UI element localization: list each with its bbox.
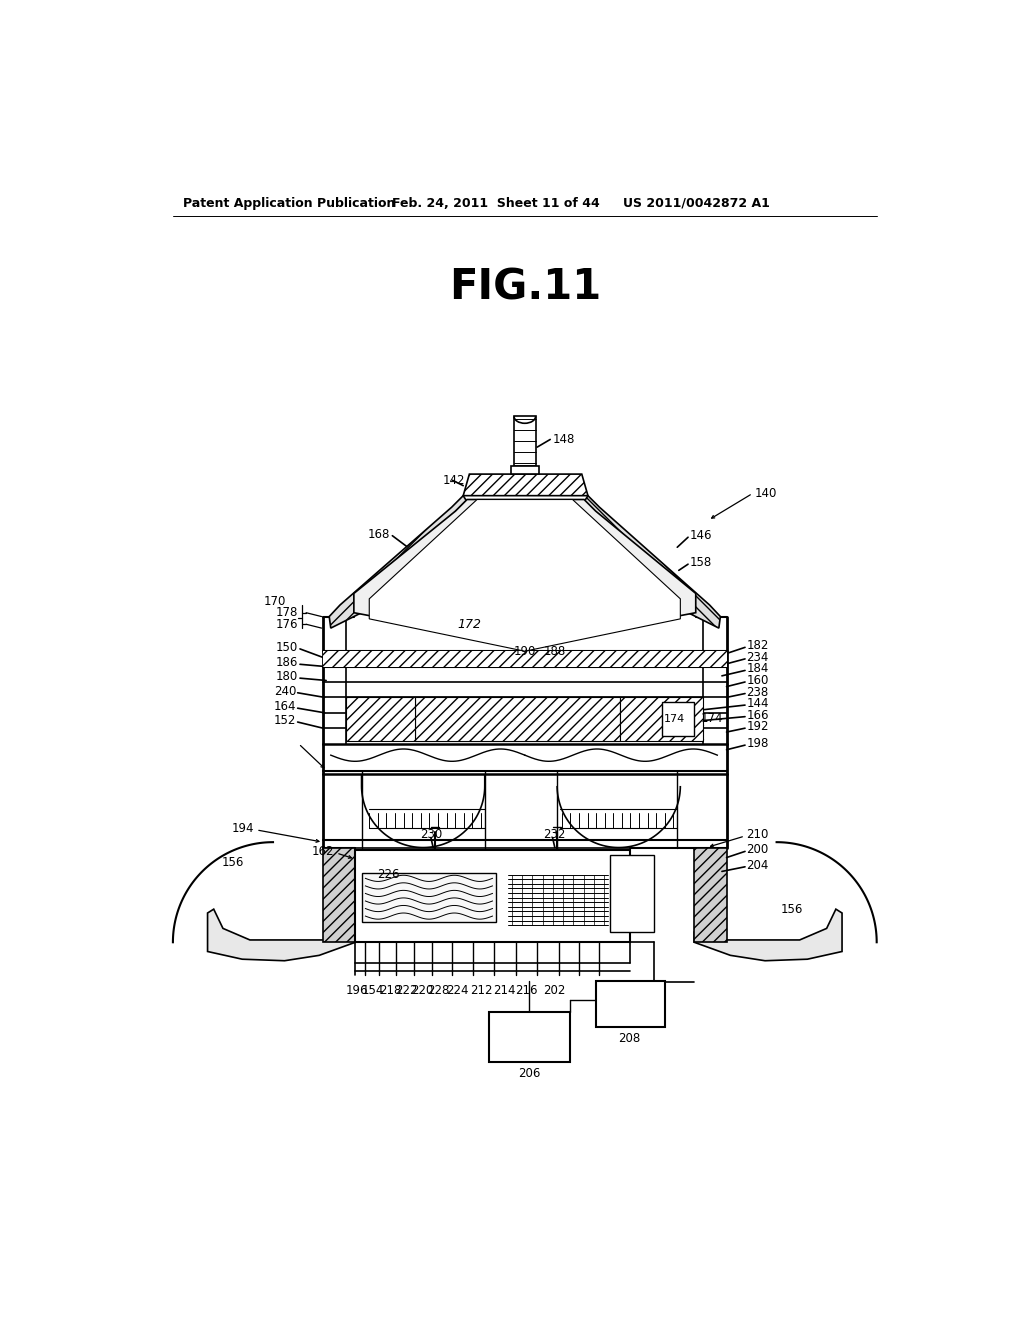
Text: 198: 198 <box>746 737 769 750</box>
Text: 192: 192 <box>746 721 769 733</box>
Text: FIG.11: FIG.11 <box>449 267 601 309</box>
Polygon shape <box>354 499 695 645</box>
Text: 214: 214 <box>493 983 515 997</box>
Text: 164: 164 <box>273 700 296 713</box>
Text: 206: 206 <box>518 1067 541 1080</box>
Text: 178: 178 <box>276 606 298 619</box>
Text: 240: 240 <box>273 685 296 698</box>
Text: 230: 230 <box>420 828 442 841</box>
Text: Feb. 24, 2011  Sheet 11 of 44: Feb. 24, 2011 Sheet 11 of 44 <box>392 197 600 210</box>
Bar <box>620 697 703 741</box>
Text: 218: 218 <box>379 983 401 997</box>
Text: US 2011/0042872 A1: US 2011/0042872 A1 <box>624 197 770 210</box>
Text: 196: 196 <box>346 983 369 997</box>
Text: 176: 176 <box>275 618 298 631</box>
Text: 156: 156 <box>222 857 245 870</box>
Text: 146: 146 <box>689 529 712 543</box>
Polygon shape <box>694 909 842 961</box>
Text: 224: 224 <box>445 983 468 997</box>
Bar <box>511 466 539 474</box>
Text: 200: 200 <box>746 843 769 857</box>
Bar <box>361 873 497 923</box>
Text: 212: 212 <box>470 983 493 997</box>
Text: 156: 156 <box>780 903 803 916</box>
Text: 194: 194 <box>231 822 254 834</box>
Bar <box>323 651 727 667</box>
Text: 186: 186 <box>276 656 298 669</box>
Text: 160: 160 <box>746 675 769 686</box>
Text: 188: 188 <box>544 644 565 657</box>
Polygon shape <box>584 496 720 628</box>
Text: 216: 216 <box>515 983 538 997</box>
Text: 238: 238 <box>746 685 769 698</box>
Text: 150: 150 <box>276 640 298 653</box>
Text: 168: 168 <box>368 528 390 541</box>
Text: 162: 162 <box>311 845 334 858</box>
Text: 202: 202 <box>543 983 565 997</box>
Bar <box>662 702 694 737</box>
Text: 208: 208 <box>618 1032 641 1045</box>
Text: 232: 232 <box>544 828 565 841</box>
Text: 184: 184 <box>746 663 769 676</box>
Text: 226: 226 <box>377 869 399 880</box>
Text: 152: 152 <box>273 714 296 727</box>
Text: 174: 174 <box>700 713 723 726</box>
Bar <box>609 855 654 932</box>
Bar <box>596 981 665 1027</box>
Text: Patent Application Publication: Patent Application Publication <box>183 197 395 210</box>
Text: 180: 180 <box>276 671 298 684</box>
Polygon shape <box>330 496 467 628</box>
Bar <box>346 697 416 741</box>
Polygon shape <box>208 909 355 961</box>
Text: 140: 140 <box>755 487 776 500</box>
Text: 148: 148 <box>553 433 574 446</box>
Text: 210: 210 <box>746 828 769 841</box>
Text: 182: 182 <box>746 639 769 652</box>
Text: 142: 142 <box>442 474 465 487</box>
Polygon shape <box>463 474 588 496</box>
Text: 154: 154 <box>361 983 384 997</box>
Text: 204: 204 <box>746 859 769 871</box>
Text: 170: 170 <box>264 594 286 607</box>
Polygon shape <box>323 847 355 942</box>
Text: 166: 166 <box>746 709 769 722</box>
Text: 190: 190 <box>514 644 537 657</box>
Text: 222: 222 <box>395 983 418 997</box>
Text: 158: 158 <box>689 556 712 569</box>
Bar <box>489 1011 570 1061</box>
Text: 174: 174 <box>665 714 685 723</box>
Text: 172: 172 <box>458 618 482 631</box>
Polygon shape <box>694 847 727 942</box>
Polygon shape <box>370 499 680 651</box>
Text: 228: 228 <box>427 983 450 997</box>
Bar <box>355 850 630 942</box>
Bar <box>514 416 536 466</box>
Text: 144: 144 <box>746 697 769 710</box>
Text: 220: 220 <box>412 983 433 997</box>
Text: 234: 234 <box>746 651 769 664</box>
Bar <box>416 697 620 741</box>
